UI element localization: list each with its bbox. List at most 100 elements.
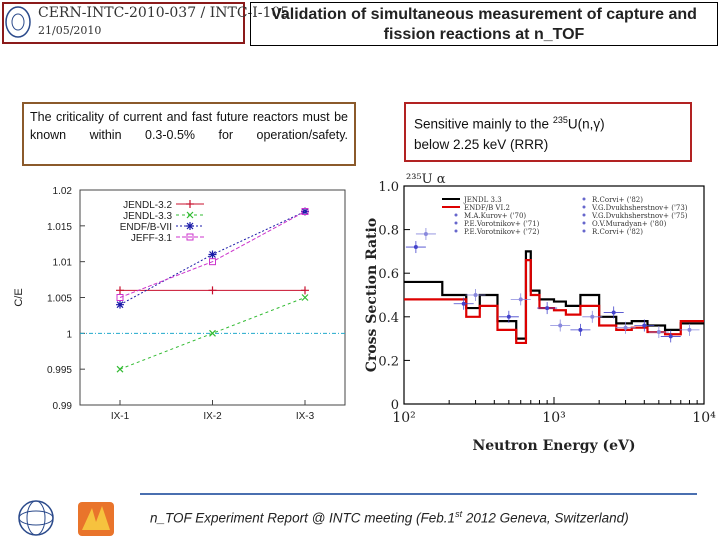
chart-corner-label: ²³⁵U α bbox=[406, 172, 446, 187]
data-point bbox=[413, 245, 418, 250]
data-point bbox=[116, 365, 124, 373]
series-3 bbox=[116, 208, 309, 301]
data-point bbox=[558, 323, 563, 328]
cern-footer-logo bbox=[18, 500, 54, 536]
x-tick-label: IX-2 bbox=[203, 411, 222, 422]
u235-alpha-chart: 0 0.2 0.4 0.6 0.8 1.0 10² 10³ 10⁴ Neutron Energy … bbox=[364, 172, 716, 454]
footer-prefix: n_TOF Experiment Report @ INTC meeting (… bbox=[150, 510, 456, 526]
reaction-label: U(n,γ) bbox=[567, 116, 605, 132]
data-point bbox=[116, 300, 124, 309]
legend-label: O.V.Muradyan+ ('80) bbox=[592, 220, 667, 228]
report-reference-box bbox=[2, 2, 245, 44]
data-point bbox=[116, 294, 124, 301]
legend-marker bbox=[186, 222, 194, 230]
legend-label: ENDF/B VI.2 bbox=[464, 204, 510, 212]
data-point bbox=[301, 208, 309, 215]
report-date: 21/05/2010 bbox=[38, 24, 102, 37]
legend-label: JENDL 3.3 bbox=[463, 196, 502, 204]
legend-marker bbox=[582, 221, 586, 225]
series-line bbox=[119, 211, 306, 298]
data-point bbox=[209, 329, 216, 337]
legend-label: V.G.Dvukhsherstnov+ ('75) bbox=[591, 212, 688, 220]
y-tick-label: 1.0 bbox=[378, 180, 399, 195]
series-1 bbox=[116, 294, 309, 373]
y-tick-label: 0.6 bbox=[378, 267, 399, 282]
legend-marker bbox=[582, 229, 586, 233]
report-number: CERN-INTC-2010-037 / INTC-I-105 bbox=[38, 5, 290, 21]
x-tick-label: IX-3 bbox=[296, 411, 315, 422]
y-tick-label: 0.4 bbox=[378, 311, 399, 326]
y-tick-label: 0.99 bbox=[53, 401, 73, 412]
y-tick-label: 0.995 bbox=[47, 365, 72, 376]
legend-label: JEFF-3.1 bbox=[131, 233, 173, 244]
sensitivity-suffix: below 2.25 keV (RRR) bbox=[414, 136, 549, 152]
plot-frame bbox=[79, 189, 346, 406]
ntof-logo bbox=[78, 502, 114, 536]
legend-marker bbox=[454, 221, 458, 225]
data-point bbox=[656, 330, 661, 335]
criticality-note: The criticality of current and fast futu… bbox=[22, 102, 356, 166]
data-point bbox=[506, 314, 511, 319]
x-axis-label: Neutron Energy (eV) bbox=[472, 438, 635, 454]
y-axis-label: Cross Section Ratio bbox=[364, 218, 380, 372]
data-point bbox=[590, 314, 595, 319]
y-tick-label: 1.01 bbox=[53, 258, 73, 269]
slide-title: Validation of simultaneous measurement o… bbox=[250, 2, 718, 46]
legend-label: V.G.Dvukhsherstnov+ ('73) bbox=[591, 204, 688, 212]
legend-label: P.E.Vorotnikov+ ('71) bbox=[464, 220, 540, 228]
data-point bbox=[668, 334, 673, 339]
legend-marker bbox=[582, 213, 586, 217]
legend-label: M.A.Kurov+ ('70) bbox=[464, 212, 526, 220]
isotope-mass: 235 bbox=[552, 115, 568, 125]
footer-caption: n_TOF Experiment Report @ INTC meeting (… bbox=[150, 509, 629, 526]
y-tick-label: 0 bbox=[391, 398, 399, 413]
cern-logo bbox=[5, 6, 31, 38]
footer-suffix: 2012 Geneva, Switzerland) bbox=[462, 510, 629, 526]
y-tick-label: 1 bbox=[66, 329, 72, 340]
sensitivity-note: Sensitive mainly to the 235U(n,γ) below … bbox=[404, 102, 692, 162]
data-point bbox=[473, 293, 478, 297]
series-step-line bbox=[404, 250, 704, 340]
legend-label: JENDL-3.2 bbox=[123, 200, 172, 211]
series-step-line bbox=[404, 259, 704, 345]
data-point bbox=[208, 250, 217, 259]
legend-marker bbox=[454, 213, 458, 217]
legend-label: P.E.Vorotnikov+ ('72) bbox=[464, 228, 540, 236]
legend-marker bbox=[186, 200, 194, 208]
data-point bbox=[461, 301, 466, 306]
footer-divider bbox=[140, 493, 697, 495]
y-tick-label: 0.8 bbox=[378, 224, 399, 239]
data-point bbox=[209, 258, 216, 266]
legend-marker bbox=[454, 229, 458, 233]
data-point bbox=[642, 323, 647, 328]
data-point bbox=[578, 327, 583, 332]
x-tick-label: 10⁴ bbox=[692, 410, 716, 426]
x-tick-label: IX-1 bbox=[111, 411, 130, 422]
data-point bbox=[545, 306, 550, 311]
data-point bbox=[208, 286, 217, 295]
legend-label: R.Corvi+ ('82) bbox=[592, 196, 643, 204]
series-2 bbox=[405, 241, 681, 343]
legend-label: JENDL-3.3 bbox=[123, 211, 172, 222]
y-axis-label: C/E bbox=[13, 288, 25, 306]
data-point bbox=[301, 294, 309, 301]
series-0 bbox=[404, 250, 704, 340]
data-point bbox=[423, 231, 428, 236]
legend-marker bbox=[582, 205, 586, 209]
series-1 bbox=[404, 259, 704, 345]
y-tick-label: 1.015 bbox=[47, 222, 72, 233]
data-point bbox=[518, 297, 523, 302]
x-tick-label: 10² bbox=[392, 410, 415, 426]
legend-marker bbox=[582, 197, 586, 201]
ce-comparison-chart: 0.99 0.995 1 1.005 1.01 1.015 1.02 IX-1 IX-2 IX-3… bbox=[13, 186, 346, 422]
x-tick-label: 10³ bbox=[542, 410, 565, 426]
legend-label: R.Corvi+ ('82) bbox=[592, 228, 643, 236]
data-point bbox=[623, 325, 628, 330]
y-tick-label: 1.02 bbox=[53, 186, 73, 197]
y-tick-label: 1.005 bbox=[47, 294, 72, 305]
legend-marker bbox=[186, 233, 194, 241]
data-point bbox=[301, 286, 309, 295]
sensitivity-prefix: Sensitive mainly to the bbox=[414, 116, 553, 132]
y-tick-label: 0.2 bbox=[378, 354, 399, 369]
data-point bbox=[611, 310, 616, 315]
